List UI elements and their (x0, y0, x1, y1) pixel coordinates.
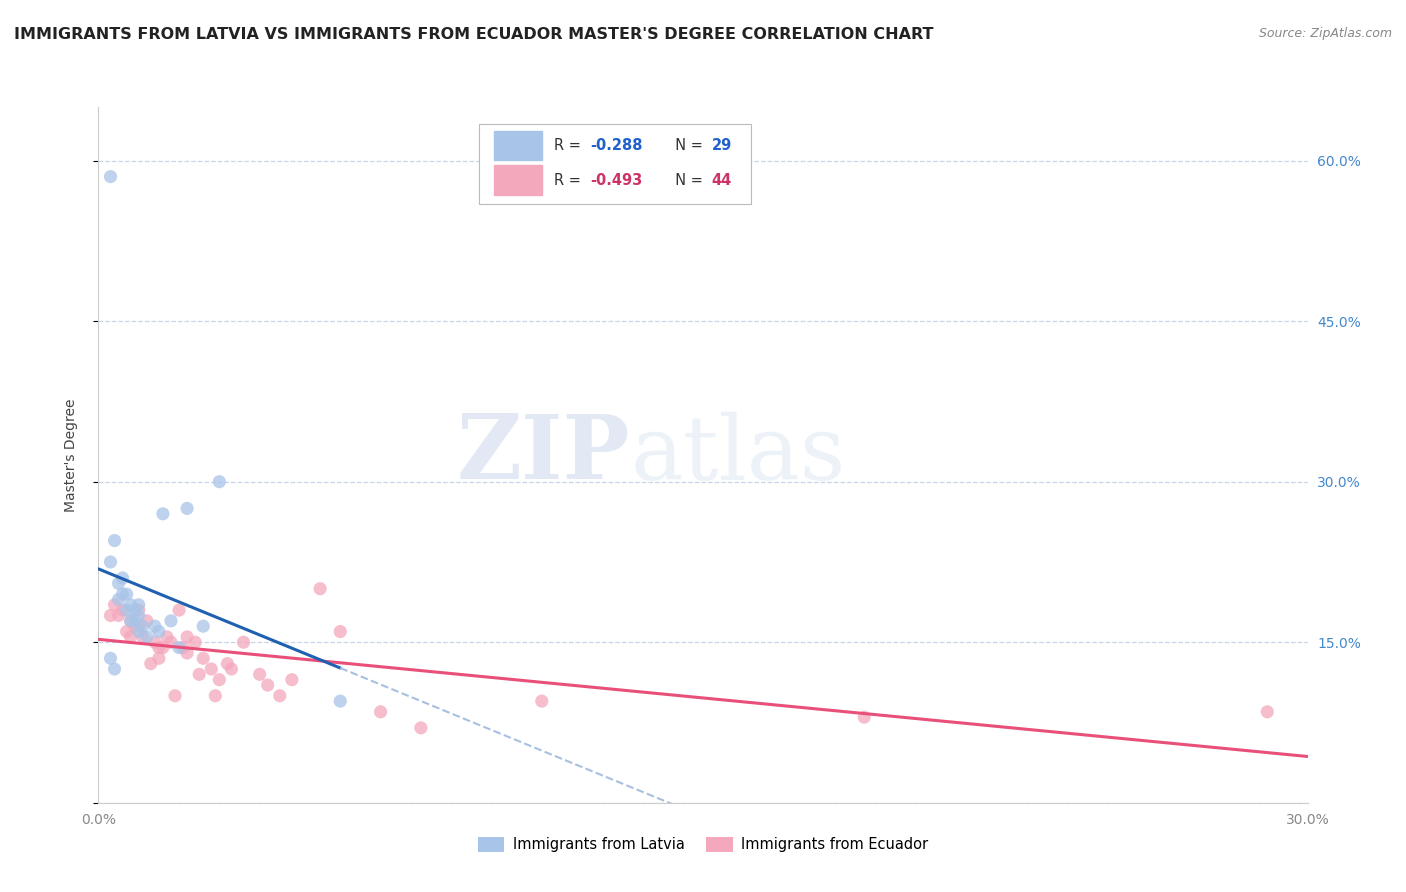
Point (208, 475, 231, 489)
Point (120, 630, 142, 644)
Point (329, 624, 352, 639)
Point (100, 555, 122, 569)
Point (176, 646, 198, 660)
Point (100, 169, 122, 184)
Point (160, 614, 183, 628)
Text: N =: N = (665, 172, 707, 187)
Point (128, 603, 150, 617)
Point (115, 624, 138, 639)
Text: 29: 29 (711, 137, 731, 153)
Point (167, 603, 190, 617)
Point (148, 624, 170, 639)
FancyBboxPatch shape (479, 124, 751, 204)
Point (143, 635, 166, 649)
Point (132, 630, 155, 644)
Point (184, 635, 207, 649)
Point (221, 662, 243, 676)
Point (232, 635, 254, 649)
Text: R =: R = (554, 172, 586, 187)
Point (103, 662, 125, 676)
Point (172, 640, 194, 655)
Point (309, 582, 332, 596)
Text: -0.493: -0.493 (591, 172, 643, 187)
Text: 44: 44 (711, 172, 731, 187)
Point (200, 662, 222, 676)
Text: atlas: atlas (630, 411, 845, 499)
Point (103, 598, 125, 612)
Point (329, 694, 352, 708)
Point (208, 673, 231, 687)
Point (188, 667, 211, 681)
Point (128, 624, 150, 639)
FancyBboxPatch shape (494, 131, 543, 160)
Point (128, 608, 150, 623)
Point (152, 640, 174, 655)
Text: R =: R = (554, 137, 586, 153)
Point (100, 608, 122, 623)
Point (115, 603, 138, 617)
Text: N =: N = (665, 137, 707, 153)
Point (124, 619, 146, 633)
Point (120, 598, 142, 612)
Point (103, 533, 125, 548)
Point (100, 651, 122, 665)
Point (152, 507, 174, 521)
Point (853, 710, 876, 724)
Text: -0.288: -0.288 (591, 137, 643, 153)
Point (167, 640, 190, 655)
Point (143, 619, 166, 633)
Point (135, 630, 157, 644)
Point (204, 689, 226, 703)
Point (120, 614, 142, 628)
Point (124, 614, 146, 628)
Point (370, 705, 392, 719)
Text: ZIP: ZIP (457, 411, 630, 499)
Point (217, 657, 239, 671)
Point (128, 619, 150, 633)
Point (160, 635, 183, 649)
FancyBboxPatch shape (494, 166, 543, 194)
Point (530, 694, 553, 708)
Point (107, 608, 129, 623)
Point (135, 614, 157, 628)
Point (156, 630, 179, 644)
Point (176, 630, 198, 644)
Point (193, 651, 215, 665)
Point (148, 640, 170, 655)
Text: IMMIGRANTS FROM LATVIA VS IMMIGRANTS FROM ECUADOR MASTER'S DEGREE CORRELATION CH: IMMIGRANTS FROM LATVIA VS IMMIGRANTS FRO… (14, 27, 934, 42)
Point (193, 619, 215, 633)
Point (111, 603, 134, 617)
Point (120, 614, 142, 628)
Point (115, 587, 138, 601)
Point (256, 678, 278, 692)
Point (111, 587, 134, 601)
Point (139, 657, 162, 671)
Point (148, 651, 170, 665)
Point (281, 673, 304, 687)
Point (124, 603, 146, 617)
Point (107, 592, 129, 607)
Point (132, 619, 155, 633)
Text: Source: ZipAtlas.com: Source: ZipAtlas.com (1258, 27, 1392, 40)
Point (409, 721, 432, 735)
Point (269, 689, 291, 703)
Point (1256, 705, 1278, 719)
Legend: Immigrants from Latvia, Immigrants from Ecuador: Immigrants from Latvia, Immigrants from … (472, 831, 934, 858)
Point (176, 501, 198, 516)
Point (128, 598, 150, 612)
Point (249, 667, 271, 681)
Y-axis label: Master's Degree: Master's Degree (63, 398, 77, 512)
Point (111, 571, 134, 585)
Point (163, 689, 186, 703)
Point (107, 576, 129, 591)
